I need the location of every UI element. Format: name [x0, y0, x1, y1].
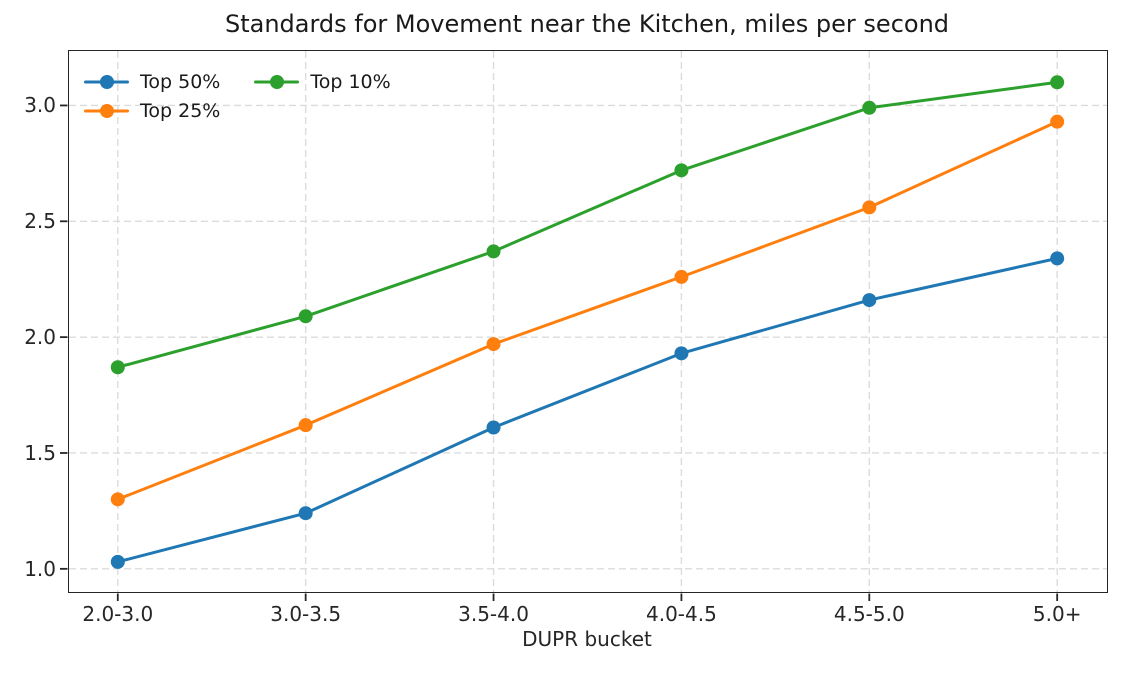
data-point	[862, 100, 877, 115]
legend-marker-icon	[254, 74, 300, 89]
data-point	[486, 420, 501, 435]
data-point	[298, 506, 313, 521]
data-point	[298, 418, 313, 433]
legend-label: Top 50%	[140, 70, 221, 93]
x-tick-label: 3.0-3.5	[270, 602, 342, 626]
plot-area: Top 50% Top 25% Top 10% 1.0 1.5 2.0 2.5 3.0 2.0…	[24, 50, 1108, 626]
data-point	[674, 163, 689, 178]
legend-item: Top 50%	[84, 71, 220, 93]
chart-canvas	[60, 51, 1107, 601]
series-line-top-25-	[116, 120, 1059, 501]
data-point	[1050, 114, 1065, 129]
data-point	[110, 492, 125, 507]
legend-label: Top 10%	[310, 70, 391, 93]
y-tick-label: 1.0	[24, 556, 56, 581]
x-tick-label: 5.0+	[1032, 602, 1082, 626]
data-point	[110, 554, 125, 569]
data-point	[1050, 251, 1065, 266]
data-point	[110, 360, 125, 375]
data-point	[1050, 75, 1065, 90]
y-tick-label: 3.0	[24, 93, 56, 118]
legend-item: Top 25%	[84, 100, 220, 122]
data-point	[298, 309, 313, 324]
y-tick-label: 2.0	[24, 325, 56, 350]
data-point	[486, 337, 501, 352]
data-point	[486, 244, 501, 259]
series-line-top-50-	[116, 256, 1059, 564]
x-tick-label: 3.5-4.0	[458, 602, 529, 626]
data-point	[862, 200, 877, 215]
legend-marker-icon	[84, 103, 129, 118]
x-tick-label: 4.0-4.5	[645, 602, 717, 626]
x-tick-label: 4.5-5.0	[833, 602, 905, 626]
data-point	[674, 269, 689, 284]
x-axis-title: DUPR bucket	[522, 627, 652, 651]
y-tick-label: 1.5	[24, 440, 56, 465]
y-tick-label: 2.5	[24, 209, 56, 234]
legend-marker-icon	[84, 74, 129, 89]
chart-title: Standards for Movement near the Kitchen,…	[224, 10, 950, 38]
data-point	[674, 346, 689, 361]
data-point	[862, 293, 877, 308]
legend-label: Top 25%	[140, 99, 221, 122]
legend-item: Top 10%	[254, 70, 391, 93]
x-tick-label: 2.0-3.0	[82, 602, 154, 626]
legend: Top 50% Top 25% Top 10%	[84, 67, 391, 125]
series-line-top-10-	[116, 80, 1059, 369]
